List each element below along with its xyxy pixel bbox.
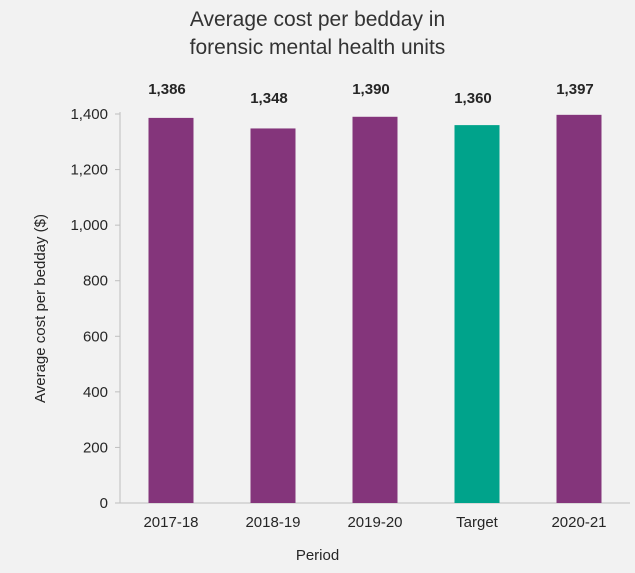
x-tick-label: 2020-21 bbox=[551, 514, 606, 531]
bar-2018-19 bbox=[250, 128, 296, 503]
chart-title-line-2: forensic mental health units bbox=[189, 36, 446, 59]
y-tick-label: 1,400 bbox=[70, 106, 108, 123]
data-label: 1,386 bbox=[148, 81, 186, 98]
y-tick-label: 0 bbox=[100, 495, 108, 512]
y-tick-label: 1,000 bbox=[70, 217, 108, 234]
y-tick-label: 200 bbox=[83, 439, 108, 456]
bar-2019-20 bbox=[352, 116, 398, 504]
y-tick-label: 400 bbox=[83, 384, 108, 401]
y-tick-label: 1,200 bbox=[70, 162, 108, 179]
chart-title: Average cost per bedday in forensic ment… bbox=[0, 6, 635, 62]
bar-2017-18 bbox=[148, 117, 194, 503]
y-tick-label: 600 bbox=[83, 328, 108, 345]
data-label: 1,348 bbox=[250, 90, 288, 107]
y-tick-label: 800 bbox=[83, 273, 108, 290]
data-label: 1,397 bbox=[556, 81, 594, 98]
data-label: 1,360 bbox=[454, 90, 492, 107]
bar-target bbox=[454, 125, 500, 503]
x-tick-label: 2017-18 bbox=[143, 514, 198, 531]
chart-title-line-1: Average cost per bedday in bbox=[189, 8, 446, 31]
data-label: 1,390 bbox=[352, 81, 390, 98]
x-tick-label: 2019-20 bbox=[347, 514, 402, 531]
x-axis-title: Period bbox=[295, 547, 340, 564]
x-tick-label: Target bbox=[456, 514, 499, 531]
bar-2020-21 bbox=[556, 114, 602, 504]
y-axis-title: Average cost per bedday ($) bbox=[32, 214, 49, 403]
x-tick-label: 2018-19 bbox=[245, 514, 300, 531]
